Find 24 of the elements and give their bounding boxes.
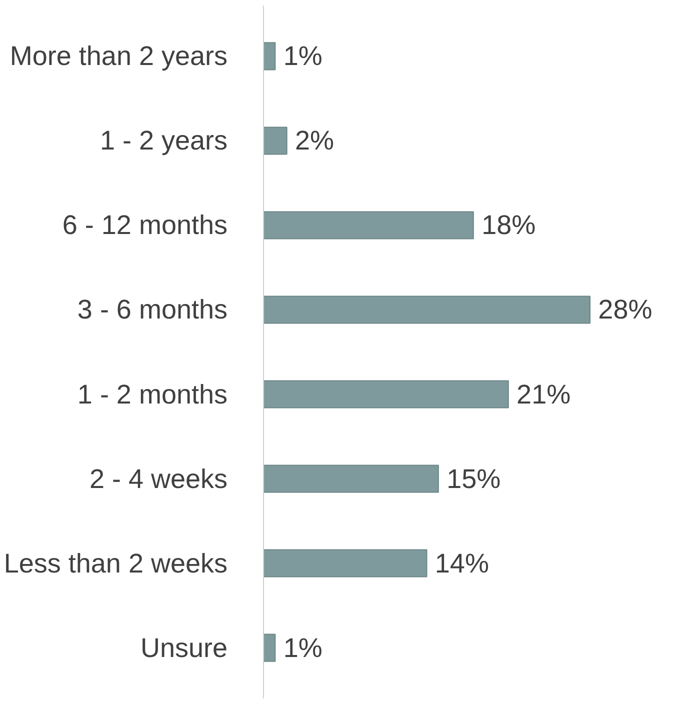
bar [264,464,439,493]
y-tick-label: More than 2 years [10,41,228,72]
bar [264,42,276,70]
bar [264,634,276,662]
data-label: 1% [283,632,322,663]
data-label: 21% [516,379,571,410]
y-tick-label: 1 - 2 years [100,126,228,156]
data-label: 14% [434,548,489,578]
y-tick-label: Unsure [140,632,228,663]
y-tick-label: 3 - 6 months [77,294,228,325]
bar [264,126,288,155]
bar [264,380,509,408]
bar [264,211,474,240]
bar [264,296,591,324]
y-tick-label: 2 - 4 weeks [89,464,228,494]
data-label: 2% [294,126,334,156]
y-tick-label: Less than 2 weeks [4,548,228,578]
y-tick-label: 6 - 12 months [62,210,228,240]
y-tick-label: 1 - 2 months [77,379,228,410]
bar [264,549,428,578]
data-label: 1% [283,41,322,72]
data-label: 18% [482,210,536,240]
data-label: 15% [446,464,501,494]
data-label: 28% [598,294,652,325]
